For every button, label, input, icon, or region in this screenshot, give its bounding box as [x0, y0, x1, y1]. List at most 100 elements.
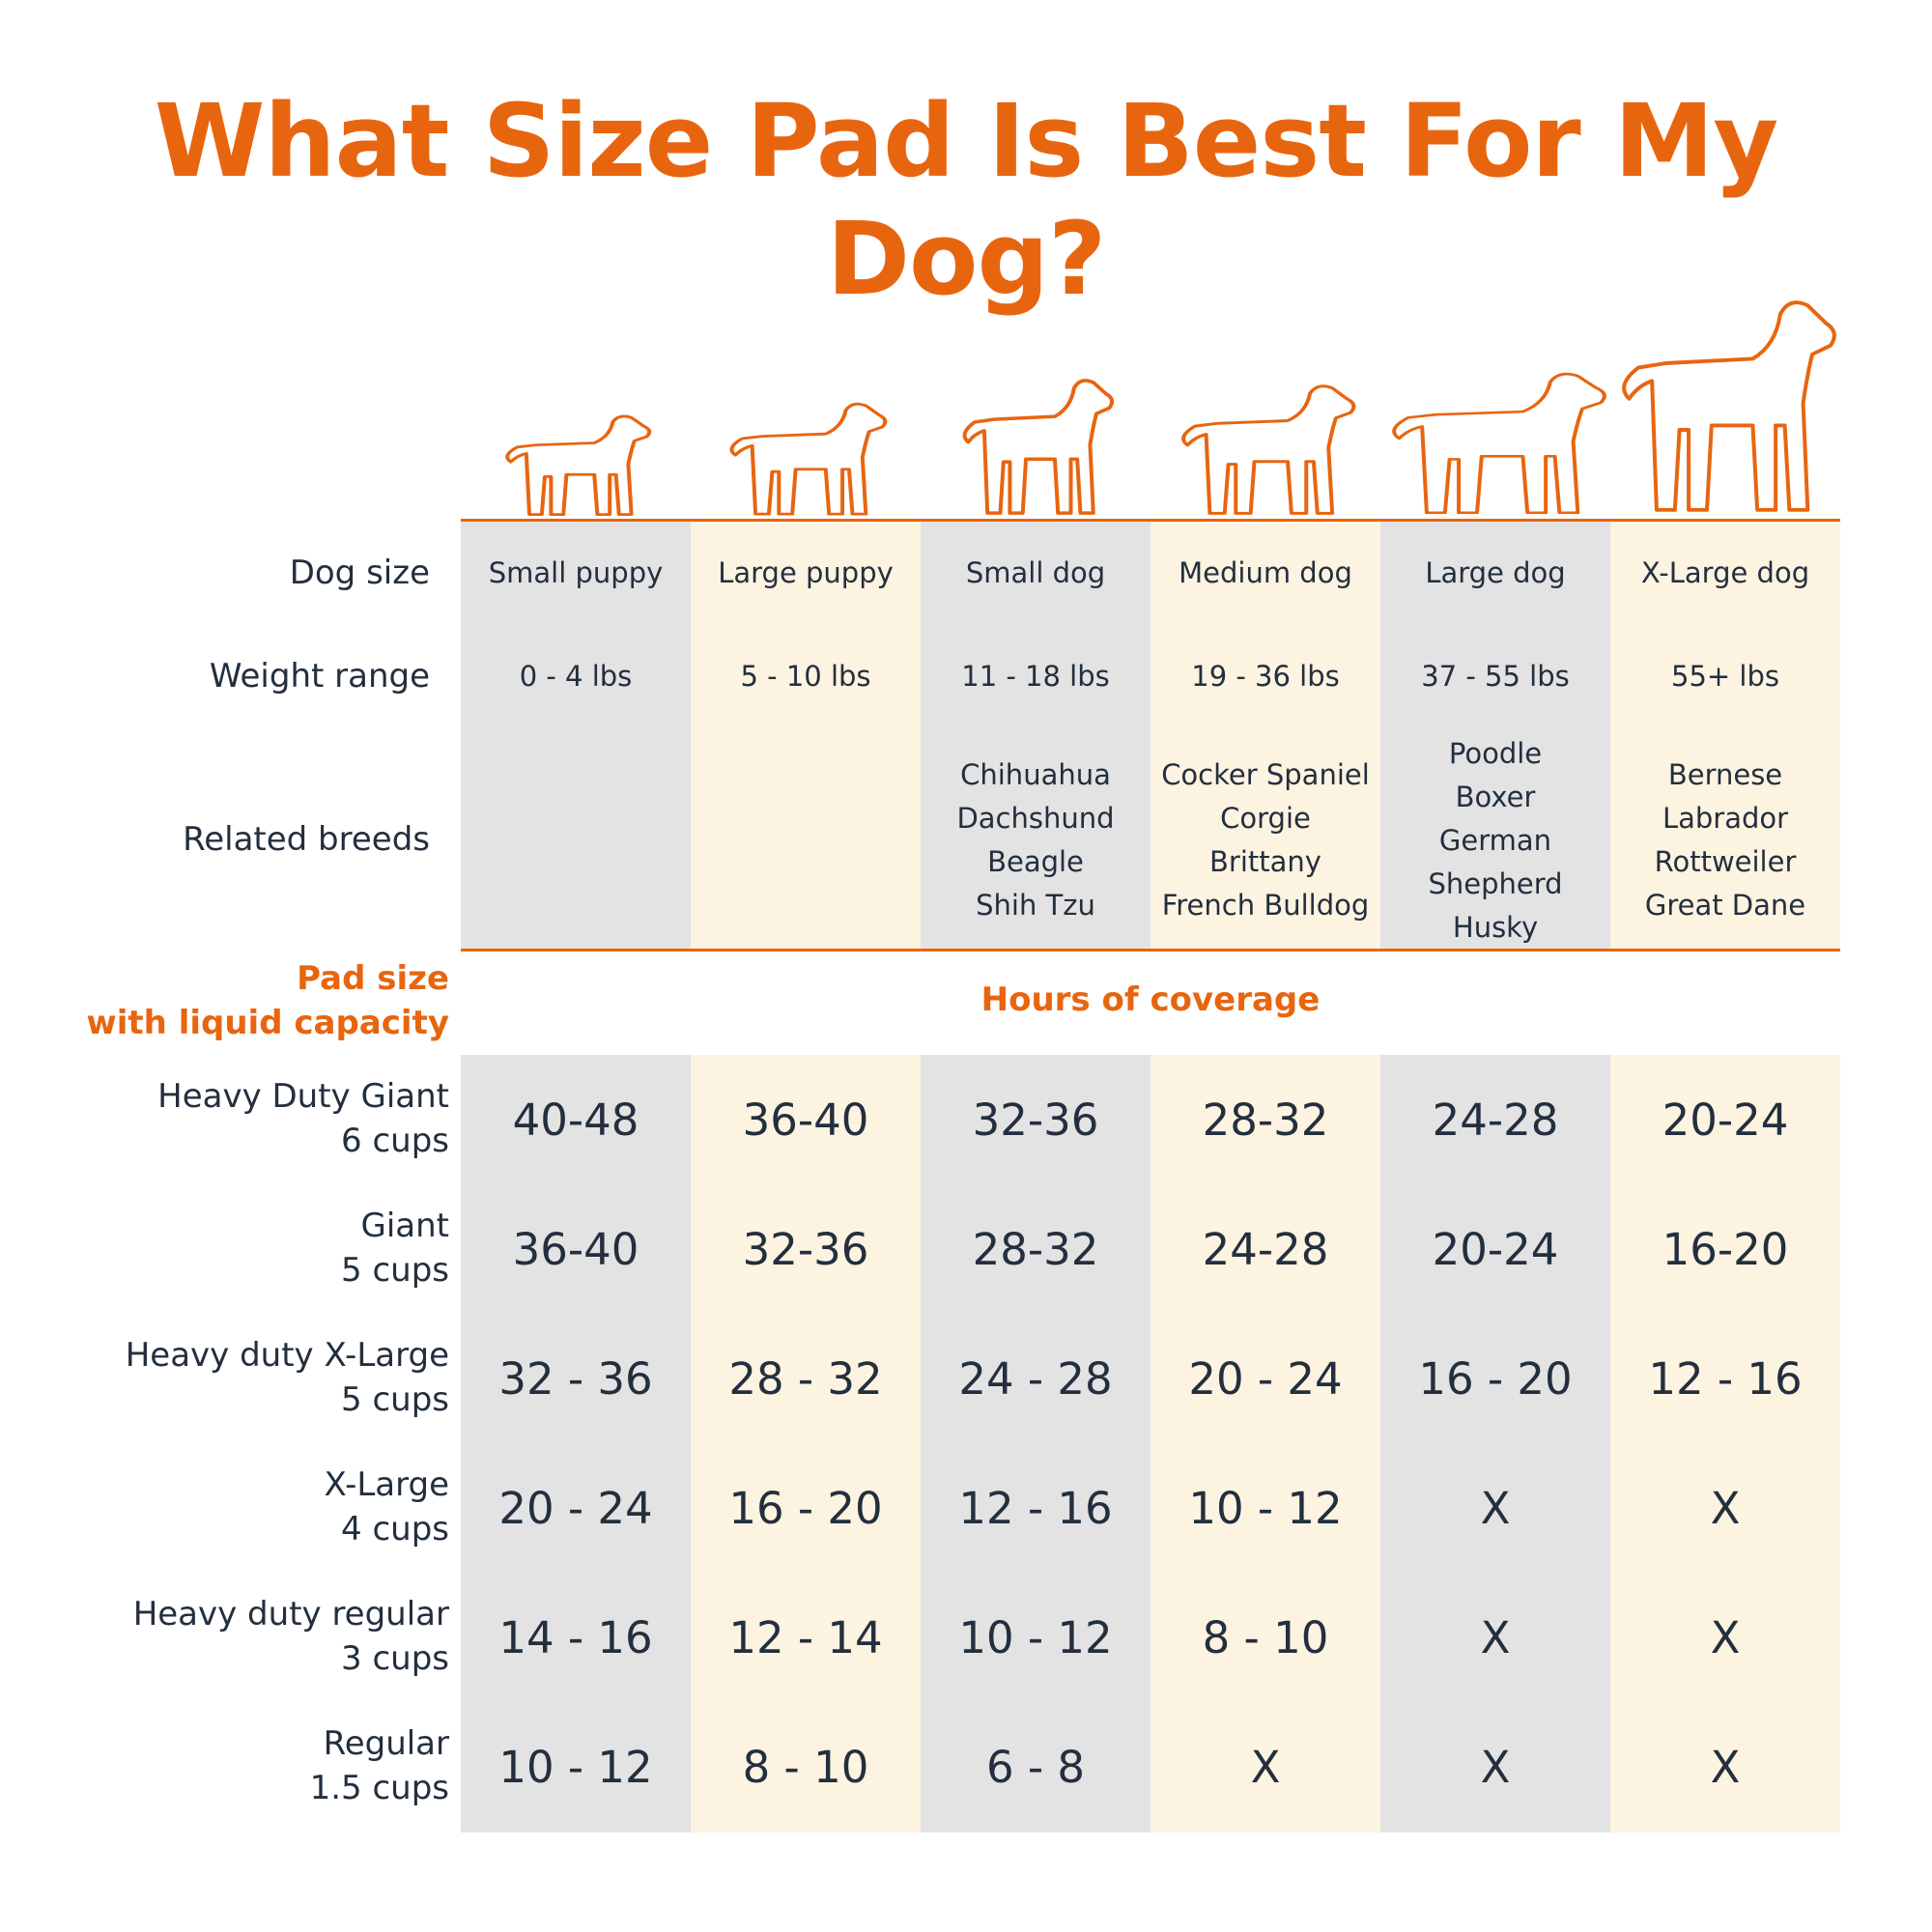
- pad-name-label: Giant: [360, 1207, 449, 1245]
- breed-name: Chihuahua: [960, 758, 1111, 791]
- breeds-cell: Cocker Spaniel Corgie Brittany French Bulld…: [1151, 734, 1380, 947]
- breeds-cell: Poodle Boxer German Shepherd Husky: [1380, 734, 1610, 947]
- coverage-value: 28 - 32: [728, 1352, 883, 1405]
- pad-capacity-label: 6 cups: [341, 1122, 449, 1160]
- coverage-value: 36-40: [742, 1094, 869, 1146]
- weight-range-label: Weight range: [209, 657, 430, 696]
- hours-of-coverage-header: Hours of coverage: [980, 980, 1321, 1019]
- coverage-value: 10 - 12: [958, 1611, 1113, 1663]
- dog-size-cell: Small puppy: [488, 555, 664, 589]
- coverage-value: 14 - 16: [498, 1611, 653, 1663]
- weight-cell: 0 - 4 lbs: [519, 659, 633, 693]
- coverage-value: 12 - 16: [1648, 1352, 1803, 1405]
- dog-4-icon: [1392, 372, 1606, 515]
- weight-cell: 11 - 18 lbs: [961, 659, 1110, 693]
- breed-name: Rottweiler: [1654, 845, 1797, 878]
- dog-1-icon: [729, 402, 888, 516]
- dog-size-cell: Medium dog: [1179, 555, 1352, 589]
- dog-5-icon: [1622, 300, 1836, 512]
- coverage-value: X: [1250, 1741, 1281, 1793]
- coverage-value: 24 - 28: [958, 1352, 1113, 1405]
- coverage-value: 24-28: [1202, 1223, 1329, 1275]
- breed-name: Labrador: [1662, 802, 1789, 835]
- coverage-value: 40-48: [512, 1094, 639, 1146]
- coverage-value: X: [1480, 1482, 1511, 1534]
- related-breeds-label: Related breeds: [183, 820, 430, 859]
- weight-cell: 19 - 36 lbs: [1191, 659, 1340, 693]
- coverage-value: 28-32: [1202, 1094, 1329, 1146]
- coverage-value: X: [1480, 1741, 1511, 1793]
- breed-name: German: [1438, 823, 1552, 857]
- breed-name: Brittany: [1209, 845, 1321, 878]
- middle-divider: [461, 949, 1840, 952]
- pad-name-label: Heavy duty X-Large: [125, 1336, 449, 1375]
- breed-name: Shepherd: [1428, 867, 1563, 900]
- page-title: What Size Pad Is Best For My Dog?: [154, 82, 1778, 318]
- coverage-value: 28-32: [972, 1223, 1099, 1275]
- breeds-cell: [691, 734, 921, 947]
- coverage-value: 8 - 10: [742, 1741, 869, 1793]
- pad-size-label: Pad size: [297, 959, 449, 998]
- column-background: [1151, 522, 1380, 1833]
- dog-size-cell: Large puppy: [718, 555, 894, 589]
- dog-size-cell: Small dog: [965, 555, 1106, 589]
- column-background: [1380, 522, 1610, 1833]
- column-background: [1610, 522, 1840, 1833]
- coverage-value: X: [1710, 1611, 1741, 1663]
- coverage-value: X: [1480, 1611, 1511, 1663]
- coverage-value: 10 - 12: [1188, 1482, 1343, 1534]
- coverage-value: 16-20: [1662, 1223, 1789, 1275]
- coverage-value: 36-40: [512, 1223, 639, 1275]
- breed-name: Boxer: [1455, 780, 1536, 813]
- column-background: [691, 522, 921, 1833]
- pad-capacity-label: 3 cups: [341, 1639, 449, 1678]
- breed-name: Shih Tzu: [976, 889, 1095, 922]
- pad-name-label: Regular: [323, 1724, 449, 1763]
- weight-cell: 55+ lbs: [1671, 659, 1779, 693]
- coverage-value: 6 - 8: [985, 1741, 1086, 1793]
- dog-illustrations: [505, 300, 1836, 517]
- coverage-value: 32-36: [742, 1223, 869, 1275]
- pad-size-label-2: with liquid capacity: [86, 1004, 449, 1042]
- coverage-value: 32 - 36: [498, 1352, 653, 1405]
- coverage-value: 16 - 20: [1418, 1352, 1573, 1405]
- pad-name-label: X-Large: [324, 1465, 449, 1504]
- breed-name: Bernese: [1667, 758, 1783, 791]
- pad-capacity-label: 1.5 cups: [309, 1769, 449, 1807]
- breeds-cell: [461, 734, 691, 947]
- breeds-cell: Bernese Labrador Rottweiler Great Dane: [1610, 734, 1840, 947]
- top-divider: [461, 519, 1840, 522]
- coverage-value: 16 - 20: [728, 1482, 883, 1534]
- breed-name: Beagle: [987, 845, 1084, 878]
- breed-name: Great Dane: [1644, 889, 1806, 922]
- coverage-value: 20 - 24: [498, 1482, 653, 1534]
- column-background: [461, 522, 691, 1833]
- breeds-cell: Chihuahua Dachshund Beagle Shih Tzu: [921, 734, 1151, 947]
- pad-name-label: Heavy Duty Giant: [157, 1077, 449, 1116]
- dog-3-icon: [1181, 384, 1356, 515]
- breed-name: Poodle: [1448, 736, 1543, 770]
- coverage-value: 20 - 24: [1188, 1352, 1343, 1405]
- pad-capacity-label: 5 cups: [341, 1251, 449, 1290]
- breed-name: French Bulldog: [1161, 889, 1370, 922]
- dog-2-icon: [962, 379, 1115, 515]
- weight-cell: 37 - 55 lbs: [1421, 659, 1570, 693]
- breed-name: Cocker Spaniel: [1161, 758, 1370, 791]
- coverage-value: 8 - 10: [1202, 1611, 1329, 1663]
- coverage-value: 24-28: [1432, 1094, 1559, 1146]
- column-background: [921, 522, 1151, 1833]
- breed-name: Husky: [1452, 910, 1539, 944]
- pad-capacity-label: 5 cups: [341, 1380, 449, 1419]
- coverage-value: 20-24: [1432, 1223, 1559, 1275]
- coverage-value: 12 - 14: [728, 1611, 883, 1663]
- dog-0-icon: [505, 414, 652, 517]
- dog-size-label: Dog size: [289, 554, 430, 592]
- pad-capacity-label: 4 cups: [341, 1510, 449, 1548]
- coverage-value: X: [1710, 1741, 1741, 1793]
- breed-name: Dachshund: [956, 802, 1115, 835]
- coverage-value: 20-24: [1662, 1094, 1789, 1146]
- breed-name: Corgie: [1220, 802, 1311, 835]
- coverage-value: 32-36: [972, 1094, 1099, 1146]
- dog-size-cell: Large dog: [1425, 555, 1566, 589]
- pad-name-label: Heavy duty regular: [132, 1595, 449, 1634]
